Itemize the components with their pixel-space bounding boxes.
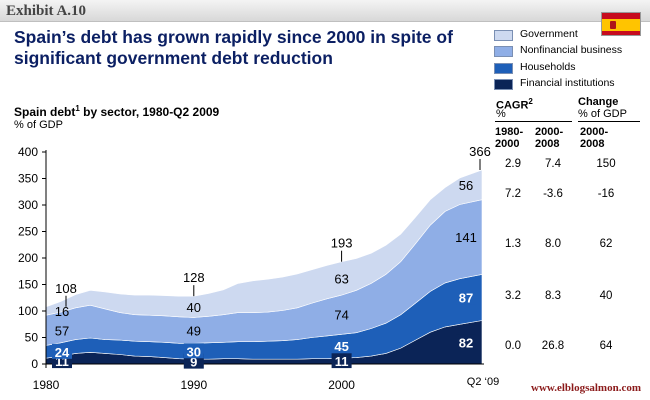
legend-swatch [494, 46, 513, 58]
chart-title: Spain’s debt has grown rapidly since 200… [14, 27, 453, 68]
table-cell-change: -16 [597, 188, 615, 200]
change-unit: % of GDP [578, 108, 627, 120]
table-cell-cagr-1980-2000: 1.3 [505, 238, 521, 250]
data-label-bg [183, 343, 204, 359]
legend-swatch [494, 30, 513, 41]
legend-swatch [494, 78, 513, 90]
cagr-col1-header: 1980- 2000 [495, 126, 524, 150]
data-label: 45 [334, 339, 348, 354]
data-label: 141 [455, 230, 477, 245]
data-label: 11 [335, 354, 349, 369]
subtitle-main: Spain debt [14, 105, 76, 119]
legend-label: Nonfinancial business [520, 44, 623, 57]
data-label: 87 [459, 290, 473, 305]
data-label: 24 [55, 345, 70, 360]
data-label: 9 [190, 355, 197, 370]
data-label-bg [331, 353, 352, 369]
y-tick-label: 400 [18, 145, 38, 159]
change-col-header: 2000- 2008 [580, 126, 609, 150]
data-label: 74 [334, 308, 348, 323]
data-label: 82 [459, 335, 473, 350]
data-label: 63 [334, 271, 348, 286]
x-end-label: Q2 ‘09 [467, 376, 499, 388]
data-label-bg [331, 338, 352, 354]
exhibit-label: Exhibit A.10 [6, 3, 87, 19]
area-series-government [45, 169, 483, 318]
table-cell-cagr-1980-2000: 7.2 [505, 188, 521, 200]
data-label: 40 [187, 300, 201, 315]
data-label: 56 [459, 178, 473, 193]
data-label: 57 [55, 323, 69, 338]
x-tick-label: 2000 [328, 378, 355, 392]
table-cell-change: 150 [596, 158, 616, 170]
table-cell-cagr-1980-2000: 0.0 [505, 340, 521, 352]
cagr-title: CAGR [496, 99, 529, 112]
unit-label: % of GDP [14, 119, 63, 131]
x-tick-label: 1980 [33, 378, 60, 392]
legend-swatch [494, 62, 513, 74]
table-cell-cagr-2000-2008: -3.6 [543, 188, 563, 200]
change-title: Change [578, 96, 619, 108]
y-tick-label: 50 [25, 331, 39, 345]
y-tick-label: 250 [18, 225, 38, 239]
table-cell-change: 64 [599, 340, 613, 352]
total-label: 108 [55, 281, 77, 296]
total-label: 128 [183, 270, 205, 285]
data-label: 30 [187, 344, 201, 359]
y-tick-label: 300 [18, 198, 38, 212]
data-label-bg [456, 289, 476, 305]
footer-url: www.elblogsalmon.com [531, 382, 641, 394]
data-label-bg [52, 343, 72, 359]
y-tick-label: 0 [31, 357, 38, 371]
chart-subtitle: Spain debt1 by sector, 1980-Q2 2009 [14, 104, 219, 119]
cagr-header: CAGR2 [496, 96, 533, 112]
cagr-footnote: 2 [528, 97, 533, 106]
data-label: 49 [187, 323, 201, 338]
cagr-unit: % [496, 108, 506, 120]
exhibit-header-bar: Exhibit A.10 [0, 0, 650, 22]
table-cell-change: 62 [599, 238, 613, 250]
legend-label: Households [520, 60, 576, 73]
total-label: 193 [331, 236, 353, 251]
data-label: 16 [55, 304, 69, 319]
total-label: 366 [469, 144, 491, 159]
table-cell-cagr-2000-2008: 7.4 [545, 158, 561, 170]
table-cell-cagr-1980-2000: 2.9 [505, 158, 521, 170]
y-tick-label: 200 [18, 251, 38, 265]
legend-label: Financial institutions [520, 76, 615, 89]
y-tick-label: 100 [18, 304, 38, 318]
cagr-rule [495, 121, 572, 122]
table-cell-cagr-2000-2008: 8.0 [545, 238, 561, 250]
subtitle-footnote: 1 [75, 104, 80, 113]
y-tick-label: 350 [18, 172, 38, 186]
table-cell-cagr-2000-2008: 26.8 [541, 340, 565, 352]
data-label-bg [456, 334, 476, 350]
x-tick-label: 1990 [180, 378, 207, 392]
table-cell-change: 40 [599, 290, 613, 302]
spain-flag-icon [601, 12, 641, 36]
legend-label: Government [520, 28, 578, 40]
y-tick-label: 150 [18, 278, 38, 292]
table-cell-cagr-2000-2008: 8.3 [545, 290, 561, 302]
change-rule [578, 121, 640, 122]
table-cell-cagr-1980-2000: 3.2 [505, 290, 521, 302]
subtitle-rest: by sector, 1980-Q2 2009 [79, 105, 220, 119]
cagr-col2-header: 2000- 2008 [535, 126, 564, 150]
